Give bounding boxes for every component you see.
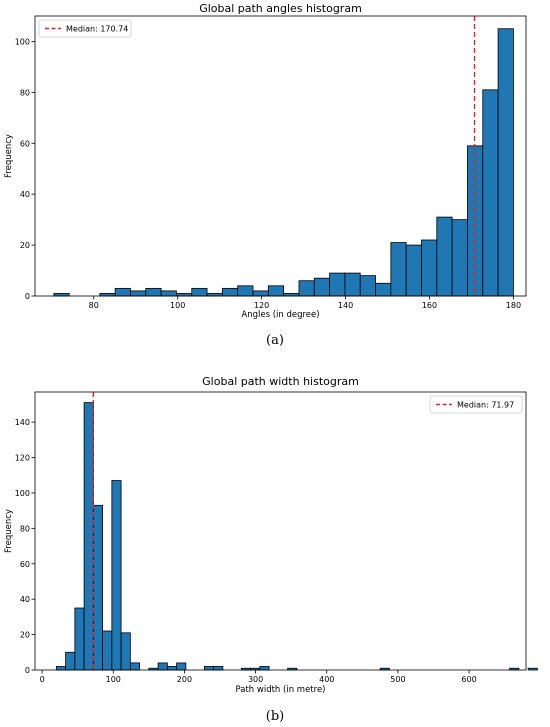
x-axis-label: Path width (in metre) <box>236 685 326 695</box>
y-tick-label: 60 <box>20 139 30 148</box>
histogram-bar <box>157 662 168 671</box>
x-tick-label: 600 <box>461 675 476 684</box>
y-tick-label: 0 <box>25 292 30 301</box>
y-tick-label: 80 <box>20 88 30 97</box>
x-tick-label: 0 <box>40 675 45 684</box>
y-axis-label: Frequency <box>4 134 14 178</box>
histogram-bar <box>160 290 177 297</box>
x-tick-label: 80 <box>89 301 99 310</box>
histogram-bar <box>74 607 85 671</box>
histogram-bar <box>527 667 538 671</box>
y-tick-label: 0 <box>25 666 30 675</box>
caption-a: (a) <box>266 333 284 348</box>
histogram-bar <box>375 282 392 297</box>
y-tick-label: 140 <box>15 418 30 427</box>
x-tick-label: 180 <box>506 301 521 310</box>
legend-median-label: Median: 170.74 <box>66 25 128 34</box>
y-tick-label: 80 <box>20 524 30 533</box>
x-tick-label: 500 <box>390 675 405 684</box>
histogram-bar <box>221 287 239 297</box>
histogram-bar <box>111 480 122 671</box>
histogram-bar <box>482 89 499 297</box>
x-tick-label: 140 <box>338 301 353 310</box>
plot-frame <box>34 391 527 671</box>
y-tick-label: 40 <box>20 190 30 199</box>
x-tick-label: 120 <box>254 301 269 310</box>
histogram-bar <box>497 28 514 297</box>
y-tick-label: 100 <box>15 489 30 498</box>
histogram-bar <box>130 290 147 297</box>
histogram-bar <box>436 216 453 297</box>
histogram-bar <box>259 666 270 671</box>
y-tick-label: 40 <box>20 595 30 604</box>
histogram-bar <box>405 244 422 297</box>
x-tick-label: 100 <box>106 675 121 684</box>
histogram-bar <box>267 285 285 297</box>
histogram-bar <box>344 272 361 297</box>
legend-box <box>429 395 523 414</box>
x-tick-label: 100 <box>170 301 185 310</box>
y-tick-label: 20 <box>20 631 30 640</box>
histogram-bar <box>145 287 162 297</box>
histogram-bar <box>114 287 131 297</box>
histogram-bar <box>55 666 66 671</box>
y-tick-label: 20 <box>20 241 30 250</box>
legend-box <box>38 19 132 38</box>
histogram-bar <box>83 402 94 671</box>
y-axis-label: Frequency <box>4 509 14 553</box>
y-tick-label: 120 <box>15 454 30 463</box>
histogram-bar <box>120 632 131 671</box>
histogram-bar <box>65 651 76 671</box>
histogram-bar <box>359 275 376 297</box>
histogram-bar <box>237 285 254 297</box>
chart-title: Global path angles histogram <box>199 2 362 15</box>
chart-title: Global path width histogram <box>202 375 359 388</box>
x-tick-label: 300 <box>248 675 263 684</box>
histogram-bar <box>176 662 187 671</box>
x-axis-label: Angles (in degree) <box>241 310 319 320</box>
histogram-bar <box>298 280 315 297</box>
y-tick-label: 100 <box>15 37 30 46</box>
x-tick-label: 200 <box>177 675 192 684</box>
histogram-bar <box>213 666 224 671</box>
histogram-bar <box>313 277 330 297</box>
caption-b: (b) <box>265 709 285 724</box>
x-tick-label: 400 <box>319 675 334 684</box>
histogram-bar <box>451 219 468 297</box>
x-tick-label: 160 <box>422 301 437 310</box>
histogram-bar <box>129 662 141 671</box>
y-tick-label: 60 <box>20 560 30 569</box>
histogram-bar <box>203 666 215 671</box>
histogram-bar <box>92 504 104 671</box>
histogram-bar <box>102 630 113 671</box>
histogram-bar <box>421 239 438 297</box>
legend-median-label: Median: 71.97 <box>457 401 514 410</box>
plot-frame <box>34 15 527 297</box>
histogram-bar <box>252 290 269 297</box>
histogram-bar <box>166 666 178 671</box>
histogram-bar <box>390 242 407 297</box>
histogram-bar <box>191 287 208 297</box>
histogram-bar <box>329 272 346 297</box>
